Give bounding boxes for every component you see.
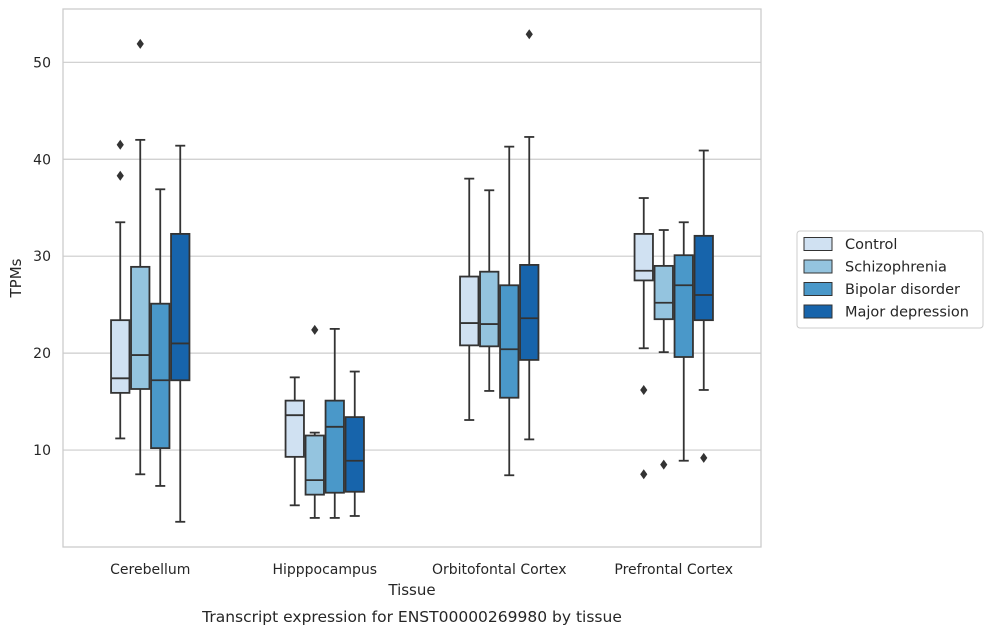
box-iqr (693, 234, 714, 322)
box-bipolar-disorder (150, 188, 171, 487)
legend-item-major-depression: Major depression (803, 304, 969, 321)
box-bipolar-disorder (673, 221, 694, 462)
x-tick-label: Orbitofontal Cortex (432, 562, 567, 578)
box-major-depression (693, 149, 714, 463)
box-iqr (633, 232, 654, 282)
x-tick-label: Hipppocampus (272, 562, 377, 578)
box-schizophrenia (479, 189, 500, 392)
outlier-point (116, 139, 124, 150)
box-control (110, 139, 131, 440)
box-control (459, 177, 480, 421)
box-iqr (130, 265, 151, 390)
outlier-point (116, 170, 124, 181)
x-tick-labels: Cerebellum Hipppocampus Orbitofontal Corte… (110, 562, 733, 578)
legend-swatch (803, 304, 833, 319)
box-major-depression (519, 29, 540, 441)
outlier-point (700, 452, 708, 463)
box-iqr (110, 319, 131, 394)
chart-caption: Transcript expression for ENST0000026998… (201, 608, 622, 626)
legend-swatch (803, 282, 833, 296)
legend: Control Schizophrenia Bipolar disorder Majo… (796, 230, 984, 329)
box-iqr (479, 270, 500, 348)
box-schizophrenia (130, 38, 151, 476)
y-tick-labels: 10 20 30 40 50 (33, 55, 51, 459)
legend-item-bipolar-disorder: Bipolar disorder (803, 282, 960, 298)
box-control (284, 376, 305, 507)
x-axis-title: Tissue (387, 581, 435, 599)
box-major-depression (170, 144, 191, 523)
y-tick-label: 30 (33, 249, 51, 265)
y-tick-label: 20 (33, 346, 51, 362)
box-iqr (324, 399, 345, 494)
box-major-depression (344, 370, 365, 517)
legend-label: Schizophrenia (845, 260, 947, 276)
y-axis-title: TPMs (7, 258, 25, 298)
legend-label: Bipolar disorder (845, 282, 960, 298)
box-iqr (499, 284, 520, 399)
legend-label: Major depression (845, 305, 969, 321)
box-iqr (344, 416, 365, 493)
outlier-point (136, 38, 144, 49)
box-iqr (150, 302, 171, 450)
legend-swatch (803, 259, 833, 274)
outlier-point (525, 29, 533, 40)
plot-frame (62, 8, 762, 548)
box-iqr (673, 254, 694, 358)
y-tick-label: 10 (33, 443, 51, 459)
legend-item-control: Control (803, 237, 897, 253)
outlier-point (311, 324, 319, 335)
box-control (633, 197, 654, 480)
y-tick-label: 40 (33, 152, 51, 168)
box-iqr (459, 275, 480, 347)
box-schizophrenia (653, 229, 674, 470)
outlier-point (640, 469, 648, 480)
legend-label: Control (845, 237, 897, 253)
legend-item-schizophrenia: Schizophrenia (803, 259, 947, 276)
x-tick-label: Prefrontal Cortex (614, 562, 733, 578)
box-bipolar-disorder (499, 145, 520, 477)
legend-swatch (803, 237, 833, 251)
box-iqr (519, 264, 540, 361)
outlier-point (660, 459, 668, 470)
box-schizophrenia (304, 324, 325, 519)
box-iqr (653, 264, 674, 321)
box-iqr (284, 399, 305, 458)
box-iqr (170, 232, 191, 382)
boxes (110, 29, 714, 523)
y-tick-label: 50 (33, 55, 51, 71)
legend-frame (796, 230, 984, 329)
box-iqr (304, 434, 325, 496)
outlier-point (640, 384, 648, 395)
box-bipolar-disorder (324, 327, 345, 519)
x-tick-label: Cerebellum (110, 562, 190, 578)
